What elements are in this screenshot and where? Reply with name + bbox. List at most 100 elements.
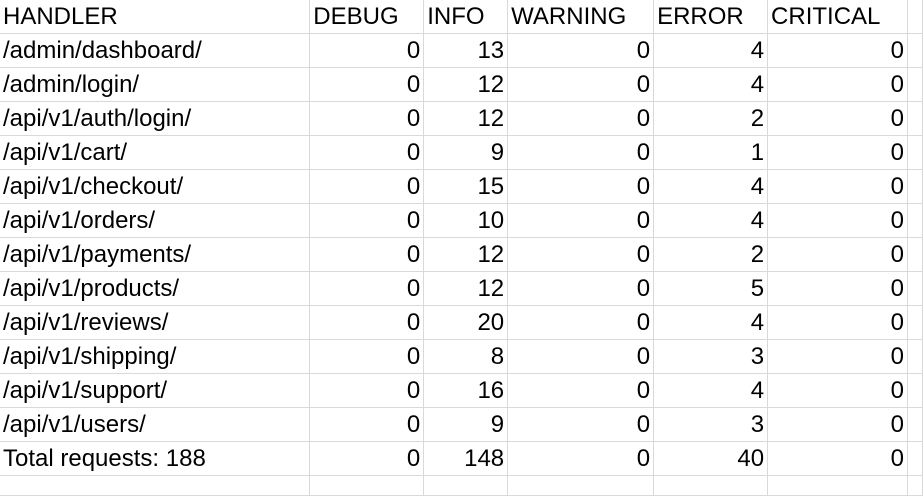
handler-cell[interactable]: /api/v1/payments/ xyxy=(0,237,311,272)
empty-cell[interactable] xyxy=(907,441,923,476)
count-cell[interactable]: 3 xyxy=(653,339,769,374)
handler-cell[interactable]: /api/v1/shipping/ xyxy=(0,339,311,374)
empty-cell[interactable] xyxy=(907,373,923,408)
count-cell[interactable]: 2 xyxy=(653,237,769,272)
count-cell[interactable]: 4 xyxy=(653,67,769,102)
count-cell[interactable]: 12 xyxy=(423,67,509,102)
count-cell[interactable]: 0 xyxy=(309,237,425,272)
empty-cell[interactable] xyxy=(907,339,923,374)
empty-cell[interactable] xyxy=(907,135,923,170)
empty-cell[interactable] xyxy=(423,475,509,496)
count-cell[interactable]: 0 xyxy=(309,407,425,442)
count-cell[interactable]: 0 xyxy=(507,101,655,136)
count-cell[interactable]: 0 xyxy=(767,441,908,476)
empty-cell[interactable] xyxy=(907,33,923,68)
handler-cell[interactable]: /api/v1/orders/ xyxy=(0,203,311,238)
count-cell[interactable]: 10 xyxy=(423,203,509,238)
empty-cell[interactable] xyxy=(767,475,908,496)
header-cell[interactable]: HANDLER xyxy=(0,0,311,34)
count-cell[interactable]: 9 xyxy=(423,135,509,170)
handler-cell[interactable]: /api/v1/support/ xyxy=(0,373,311,408)
header-cell[interactable]: DEBUG xyxy=(309,0,425,34)
count-cell[interactable]: 0 xyxy=(309,305,425,340)
count-cell[interactable]: 4 xyxy=(653,33,769,68)
count-cell[interactable]: 4 xyxy=(653,373,769,408)
empty-cell[interactable] xyxy=(907,67,923,102)
empty-cell[interactable] xyxy=(907,305,923,340)
count-cell[interactable]: 4 xyxy=(653,305,769,340)
handler-cell[interactable]: /api/v1/cart/ xyxy=(0,135,311,170)
empty-cell[interactable] xyxy=(907,271,923,306)
handler-cell[interactable]: /api/v1/checkout/ xyxy=(0,169,311,204)
count-cell[interactable]: 0 xyxy=(507,67,655,102)
header-cell[interactable]: CRITICAL xyxy=(767,0,908,34)
count-cell[interactable]: 0 xyxy=(309,203,425,238)
count-cell[interactable]: 0 xyxy=(309,101,425,136)
count-cell[interactable]: 0 xyxy=(507,169,655,204)
count-cell[interactable]: 0 xyxy=(767,305,908,340)
empty-cell[interactable] xyxy=(907,203,923,238)
count-cell[interactable]: 0 xyxy=(309,271,425,306)
count-cell[interactable]: 0 xyxy=(507,441,655,476)
count-cell[interactable]: 0 xyxy=(507,407,655,442)
count-cell[interactable]: 9 xyxy=(423,407,509,442)
count-cell[interactable]: 12 xyxy=(423,101,509,136)
count-cell[interactable]: 8 xyxy=(423,339,509,374)
count-cell[interactable]: 0 xyxy=(767,271,908,306)
count-cell[interactable]: 15 xyxy=(423,169,509,204)
empty-cell[interactable] xyxy=(907,101,923,136)
count-cell[interactable]: 0 xyxy=(507,339,655,374)
header-cell[interactable]: WARNING xyxy=(507,0,655,34)
count-cell[interactable]: 0 xyxy=(767,373,908,408)
empty-cell[interactable] xyxy=(907,475,923,496)
count-cell[interactable]: 13 xyxy=(423,33,509,68)
handler-cell[interactable]: /api/v1/products/ xyxy=(0,271,311,306)
count-cell[interactable]: 0 xyxy=(507,203,655,238)
count-cell[interactable]: 4 xyxy=(653,169,769,204)
count-cell[interactable]: 12 xyxy=(423,237,509,272)
count-cell[interactable]: 3 xyxy=(653,407,769,442)
count-cell[interactable]: 0 xyxy=(767,101,908,136)
count-cell[interactable]: 0 xyxy=(767,339,908,374)
count-cell[interactable]: 0 xyxy=(767,67,908,102)
count-cell[interactable]: 0 xyxy=(309,135,425,170)
count-cell[interactable]: 16 xyxy=(423,373,509,408)
count-cell[interactable]: 0 xyxy=(309,373,425,408)
count-cell[interactable]: 0 xyxy=(767,237,908,272)
count-cell[interactable]: 0 xyxy=(507,373,655,408)
empty-cell[interactable] xyxy=(309,475,425,496)
handler-cell[interactable]: /api/v1/users/ xyxy=(0,407,311,442)
count-cell[interactable]: 4 xyxy=(653,203,769,238)
count-cell[interactable]: 0 xyxy=(507,33,655,68)
empty-cell[interactable] xyxy=(907,237,923,272)
count-cell[interactable]: 0 xyxy=(767,169,908,204)
count-cell[interactable]: 0 xyxy=(507,305,655,340)
empty-cell[interactable] xyxy=(907,169,923,204)
count-cell[interactable]: 2 xyxy=(653,101,769,136)
handler-cell[interactable]: /api/v1/reviews/ xyxy=(0,305,311,340)
count-cell[interactable]: 20 xyxy=(423,305,509,340)
empty-cell[interactable] xyxy=(507,475,655,496)
count-cell[interactable]: 148 xyxy=(423,441,509,476)
count-cell[interactable]: 0 xyxy=(767,203,908,238)
count-cell[interactable]: 40 xyxy=(653,441,769,476)
handler-cell[interactable]: Total requests: 188 xyxy=(0,441,311,476)
count-cell[interactable]: 0 xyxy=(309,67,425,102)
count-cell[interactable]: 0 xyxy=(507,135,655,170)
count-cell[interactable]: 0 xyxy=(309,441,425,476)
count-cell[interactable]: 0 xyxy=(309,33,425,68)
count-cell[interactable]: 12 xyxy=(423,271,509,306)
handler-cell[interactable]: /api/v1/auth/login/ xyxy=(0,101,311,136)
empty-cell[interactable] xyxy=(653,475,769,496)
empty-cell[interactable] xyxy=(907,407,923,442)
header-cell[interactable]: INFO xyxy=(423,0,509,34)
count-cell[interactable]: 0 xyxy=(309,339,425,374)
count-cell[interactable]: 0 xyxy=(767,135,908,170)
count-cell[interactable]: 1 xyxy=(653,135,769,170)
handler-cell[interactable]: /admin/dashboard/ xyxy=(0,33,311,68)
handler-cell[interactable]: /admin/login/ xyxy=(0,67,311,102)
count-cell[interactable]: 0 xyxy=(309,169,425,204)
header-cell[interactable]: ERROR xyxy=(653,0,769,34)
count-cell[interactable]: 0 xyxy=(507,271,655,306)
count-cell[interactable]: 0 xyxy=(507,237,655,272)
